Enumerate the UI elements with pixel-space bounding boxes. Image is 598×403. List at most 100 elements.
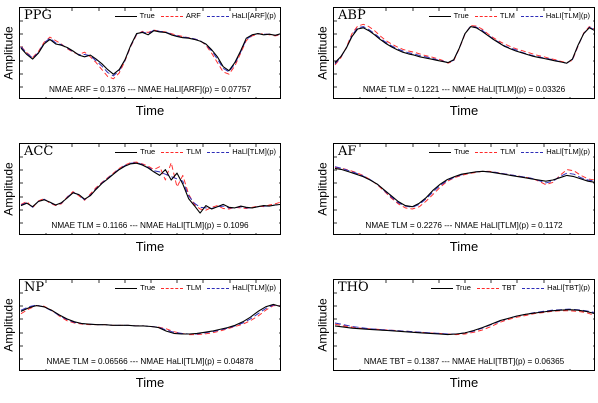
series-line-hali	[20, 29, 280, 77]
legend-item: HaLl[TBT](p)	[522, 283, 590, 293]
legend-swatch	[206, 15, 229, 17]
legend-label: TLM	[186, 283, 202, 292]
legend-item: TLM	[474, 11, 515, 21]
legend-label: HaLl[TLM](p)	[232, 283, 276, 292]
legend-label: ARF	[185, 11, 201, 20]
series-line-true	[20, 162, 280, 214]
legend-label: True	[453, 11, 469, 20]
legend-label: True	[455, 283, 471, 292]
legend-item: True	[428, 11, 469, 21]
legend-label: HaLl[TLM](p)	[232, 147, 276, 156]
x-axis-label: Time	[135, 103, 165, 118]
legend-item: HaLI[TLM](p)	[520, 11, 590, 21]
legend: True TLM HaLl[TLM](p)	[423, 147, 590, 157]
chart-panel-af: AF True TLM HaLl[TLM](p) NMAE TLM = 0.2276 -…	[316, 143, 595, 267]
legend-label: True	[140, 147, 156, 156]
plot-area: NP True TLM HaLl[TLM](p) NMAE TLM = 0.06566 …	[19, 279, 281, 371]
y-axis-label-text: Amplitude	[316, 162, 330, 216]
chart-panel-ppg: PPG True ARF HaLI[ARF](p) NMAE ARF = 0.1376 …	[2, 7, 281, 131]
legend-label: TBT	[501, 283, 517, 292]
panel-title: ACC	[24, 144, 54, 159]
legend-item: True	[115, 147, 155, 157]
legend-swatch	[161, 151, 184, 153]
legend-label: HaLl[TBT](p)	[547, 283, 590, 292]
legend-label: TLM	[499, 11, 515, 20]
y-axis-label: Amplitude	[2, 143, 16, 235]
panel-title: AF	[338, 144, 357, 159]
x-axis-label: Time	[449, 239, 479, 254]
metric-annotation: NMAE TBT = 0.1387 --- NMAE HaLI[TBT](p) …	[363, 357, 565, 366]
legend-swatch	[429, 151, 452, 153]
legend-label: True	[454, 147, 470, 156]
series-line-true	[334, 309, 594, 336]
panel-title: ABP	[338, 8, 366, 23]
series-line-true	[20, 303, 280, 335]
chart-panel-tho: THO True TBT HaLl[TBT](p) NMAE TBT = 0.1387 …	[316, 279, 595, 403]
x-axis-label: Time	[135, 375, 165, 390]
legend-item: HaLI[ARF](p)	[206, 11, 276, 21]
legend-label: HaLI[TLM](p)	[545, 11, 590, 20]
y-axis-label-text: Amplitude	[2, 298, 16, 352]
metric-annotation: NMAE TLM = 0.1221 --- NMAE HaLI[TLM](p) …	[362, 85, 566, 94]
y-axis-label: Amplitude	[2, 279, 16, 371]
legend-swatch	[521, 151, 544, 153]
legend-item: HaLl[TLM](p)	[207, 283, 276, 293]
y-axis-label: Amplitude	[2, 7, 16, 99]
series-line-baseline	[334, 166, 594, 210]
legend: True TLM HaLl[TLM](p)	[109, 283, 276, 293]
legend-item: TLM	[475, 147, 515, 157]
legend-swatch	[161, 287, 184, 289]
legend-item: TBT	[476, 283, 517, 293]
legend-swatch	[474, 15, 497, 17]
series-line-hali	[334, 25, 594, 65]
legend-item: TLM	[161, 147, 201, 157]
plot-area: ABP True TLM HaLI[TLM](p) NMAE TLM = 0.1221 …	[333, 7, 595, 99]
legend-label: True	[140, 283, 156, 292]
x-axis-label: Time	[135, 239, 165, 254]
x-axis-label: Time	[449, 375, 479, 390]
legend-swatch	[476, 287, 499, 289]
legend-swatch	[428, 15, 451, 17]
legend-item: True	[115, 283, 155, 293]
metric-annotation: NMAE TLM = 0.1166 --- NMAE HaLI[TLM](p) …	[51, 221, 249, 230]
legend-item: TLM	[161, 283, 201, 293]
metric-annotation: NMAE TLM = 0.06566 --- NMAE HaLI[TLM](p)…	[46, 357, 254, 366]
chart-panel-np: NP True TLM HaLl[TLM](p) NMAE TLM = 0.06566 …	[2, 279, 281, 403]
y-axis-label: Amplitude	[316, 279, 330, 371]
legend-label: TLM	[500, 147, 516, 156]
legend-item: HaLl[TLM](p)	[207, 147, 276, 157]
x-axis-label: Time	[449, 103, 479, 118]
plot-area: AF True TLM HaLl[TLM](p) NMAE TLM = 0.2276 -…	[333, 143, 595, 235]
y-axis-label-text: Amplitude	[2, 26, 16, 80]
plot-svg	[334, 280, 594, 370]
panel-title: THO	[338, 280, 369, 295]
y-axis-label: Amplitude	[316, 143, 330, 235]
legend-item: True	[114, 11, 155, 21]
panel-title: NP	[24, 280, 45, 295]
series-line-hali	[334, 308, 594, 335]
legend-item: ARF	[160, 11, 201, 21]
series-line-baseline	[334, 23, 594, 66]
legend-label: True	[139, 11, 155, 20]
plot-svg	[334, 144, 594, 234]
legend-item: True	[430, 283, 471, 293]
plot-svg	[20, 8, 280, 98]
legend-swatch	[520, 15, 543, 17]
plot-svg	[20, 280, 280, 370]
plot-area: PPG True ARF HaLI[ARF](p) NMAE ARF = 0.1376 …	[19, 7, 281, 99]
y-axis-label-text: Amplitude	[2, 162, 16, 216]
legend-label: HaLl[TLM](p)	[546, 147, 590, 156]
series-line-true	[334, 167, 594, 208]
metric-annotation: NMAE ARF = 0.1376 --- NMAE HaLI[ARF](p) …	[48, 85, 252, 94]
series-line-baseline	[20, 305, 280, 336]
plot-area: ACC True TLM HaLl[TLM](p) NMAE TLM = 0.1166 …	[19, 143, 281, 235]
series-line-hali	[20, 304, 280, 335]
legend-swatch	[115, 151, 138, 153]
panel-title: PPG	[24, 8, 52, 23]
series-line-baseline	[334, 310, 594, 336]
series-line-true	[334, 26, 594, 64]
legend: True TBT HaLl[TBT](p)	[425, 283, 590, 293]
legend: True TLM HaLI[TLM](p)	[423, 11, 590, 21]
legend-swatch	[522, 287, 545, 289]
chart-panel-abp: ABP True TLM HaLI[TLM](p) NMAE TLM = 0.1221 …	[316, 7, 595, 131]
